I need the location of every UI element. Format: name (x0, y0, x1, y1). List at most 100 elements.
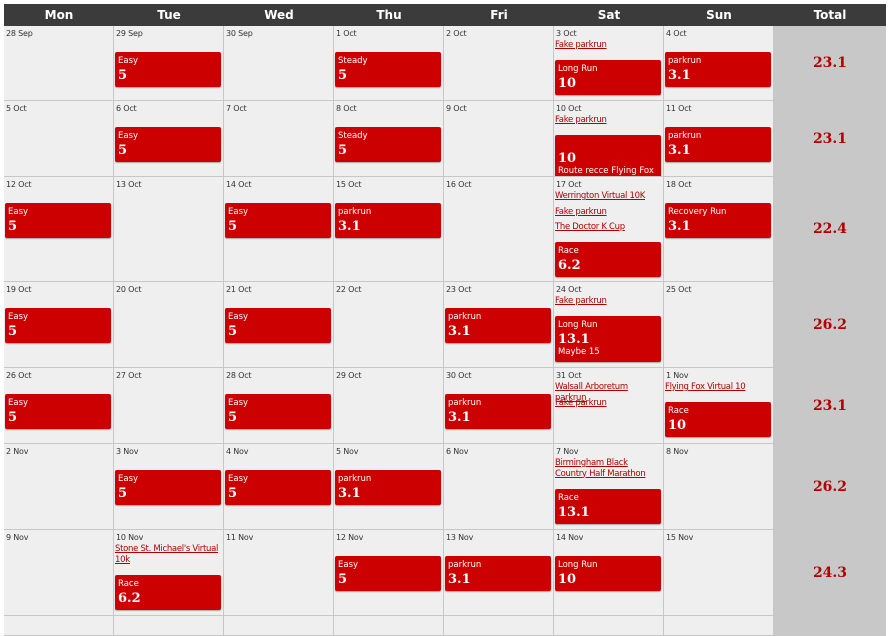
workout-card[interactable]: Easy 5 (115, 470, 221, 505)
day-cell[interactable]: 28 Sep (4, 26, 114, 100)
day-cell[interactable] (444, 616, 554, 635)
workout-card[interactable]: Long Run 13.1 Maybe 15 (555, 315, 661, 362)
day-cell[interactable]: 15 Nov (664, 530, 774, 615)
day-date: 7 Oct (226, 104, 247, 113)
workout-card[interactable]: Recovery Run 3.1 (665, 203, 771, 238)
day-cell[interactable]: 13 Oct (114, 177, 224, 281)
race-link[interactable]: Fake parkrun (555, 296, 607, 306)
day-cell[interactable]: 13 Nov parkrun 3.1 (444, 530, 554, 615)
workout-card[interactable]: Easy 5 (225, 470, 331, 505)
workout-card[interactable]: Race 6.2 (115, 574, 221, 610)
day-cell[interactable]: 7 Oct (224, 101, 334, 176)
race-link[interactable]: Fake parkrun (555, 115, 607, 125)
day-cell[interactable] (114, 616, 224, 635)
workout-card[interactable]: Easy 5 (5, 308, 111, 343)
day-cell[interactable]: 9 Nov (4, 530, 114, 615)
workout-card[interactable]: parkrun 3.1 (335, 470, 441, 505)
day-cell[interactable]: 19 Oct Easy 5 (4, 282, 114, 367)
workout-card[interactable]: Race 10 (665, 401, 771, 437)
day-cell[interactable]: 28 Oct Easy 5 (224, 368, 334, 443)
workout-card[interactable]: parkrun 3.1 (665, 127, 771, 162)
race-link[interactable]: The Doctor K Cup (555, 222, 625, 232)
day-cell[interactable]: 7 Nov Birmingham Black Country Half Marat… (554, 444, 664, 529)
workout-distance: 3.1 (448, 410, 471, 425)
day-cell[interactable]: 29 Oct (334, 368, 444, 443)
day-cell[interactable]: 29 Sep Easy 5 (114, 26, 224, 100)
day-cell[interactable]: 10 Nov Stone St. Michael's Virtual 10k Rac… (114, 530, 224, 615)
workout-card[interactable]: parkrun 3.1 (335, 203, 441, 238)
workout-card[interactable]: Race 13.1 (555, 488, 661, 524)
workout-distance: 5 (228, 324, 238, 339)
day-cell[interactable]: 12 Nov Easy 5 (334, 530, 444, 615)
workout-card[interactable]: Easy 5 (115, 127, 221, 162)
day-cell[interactable] (4, 616, 114, 635)
day-cell[interactable] (224, 616, 334, 635)
day-cell[interactable] (664, 616, 774, 635)
workout-card[interactable]: Easy 5 (225, 308, 331, 343)
day-cell[interactable]: 24 Oct Fake parkrun Long Run 13.1 Maybe 15 (554, 282, 664, 367)
workout-card[interactable]: parkrun 3.1 (445, 308, 551, 343)
workout-card[interactable]: Easy 5 (5, 203, 111, 238)
day-cell[interactable]: 2 Nov (4, 444, 114, 529)
day-cell[interactable]: 16 Oct (444, 177, 554, 281)
day-cell[interactable] (334, 616, 444, 635)
day-cell[interactable]: 30 Oct parkrun 3.1 (444, 368, 554, 443)
day-cell[interactable]: 3 Nov Easy 5 (114, 444, 224, 529)
day-cell[interactable]: 5 Oct (4, 101, 114, 176)
day-cell[interactable]: 9 Oct (444, 101, 554, 176)
workout-card[interactable]: parkrun 3.1 (445, 394, 551, 429)
workout-card[interactable]: Easy 5 (5, 394, 111, 429)
workout-card[interactable]: Steady 5 (335, 52, 441, 87)
day-cell[interactable]: 1 Nov Flying Fox Virtual 10 Race 10 (664, 368, 774, 443)
day-cell[interactable]: 1 Oct Steady 5 (334, 26, 444, 100)
day-cell[interactable]: 31 Oct Walsall Arboretum parkrun Fake park… (554, 368, 664, 443)
workout-card[interactable]: Easy 5 (115, 52, 221, 87)
workout-card[interactable]: Easy 5 (225, 394, 331, 429)
day-cell[interactable]: 14 Oct Easy 5 (224, 177, 334, 281)
day-cell[interactable]: 8 Oct Steady 5 (334, 101, 444, 176)
day-cell[interactable]: 3 Oct Fake parkrun Long Run 10 (554, 26, 664, 100)
workout-card[interactable]: Easy 5 (335, 556, 441, 591)
day-cell[interactable]: 25 Oct (664, 282, 774, 367)
day-cell[interactable]: 5 Nov parkrun 3.1 (334, 444, 444, 529)
workout-card[interactable]: Long Run 10 (555, 59, 661, 95)
workout-card[interactable]: 10 Route recce Flying Fox (555, 134, 661, 176)
workout-card[interactable]: parkrun 3.1 (445, 556, 551, 591)
race-link[interactable]: Flying Fox Virtual 10 (665, 382, 746, 392)
day-cell[interactable]: 22 Oct (334, 282, 444, 367)
day-cell[interactable]: 23 Oct parkrun 3.1 (444, 282, 554, 367)
day-cell[interactable]: 11 Oct parkrun 3.1 (664, 101, 774, 176)
day-cell[interactable]: 10 Oct Fake parkrun 10 Route recce Flying F… (554, 101, 664, 176)
race-link[interactable]: Walsall Arboretum parkrun (555, 382, 628, 403)
race-link[interactable]: Fake parkrun (555, 40, 607, 50)
race-link[interactable]: Werrington Virtual 10K (555, 191, 646, 201)
workout-card[interactable]: Steady 5 (335, 127, 441, 162)
day-cell[interactable]: 8 Nov (664, 444, 774, 529)
day-cell[interactable]: 15 Oct parkrun 3.1 (334, 177, 444, 281)
day-cell[interactable]: 4 Oct parkrun 3.1 (664, 26, 774, 100)
workout-card[interactable]: parkrun 3.1 (665, 52, 771, 87)
race-link[interactable]: Birmingham Black Country Half Marathon (555, 458, 646, 479)
day-cell[interactable]: 26 Oct Easy 5 (4, 368, 114, 443)
day-cell[interactable]: 20 Oct (114, 282, 224, 367)
race-link[interactable]: Fake parkrun (555, 206, 607, 217)
day-cell[interactable]: 17 Oct Werrington Virtual 10K Fake parkrun… (554, 177, 664, 281)
day-cell[interactable]: 11 Nov (224, 530, 334, 615)
day-cell[interactable]: 6 Oct Easy 5 (114, 101, 224, 176)
workout-card[interactable]: Long Run 10 (555, 556, 661, 591)
day-cell[interactable]: 2 Oct (444, 26, 554, 100)
day-cell[interactable]: 4 Nov Easy 5 (224, 444, 334, 529)
day-cell[interactable]: 18 Oct Recovery Run 3.1 (664, 177, 774, 281)
day-cell[interactable]: 30 Sep (224, 26, 334, 100)
day-cell[interactable]: 21 Oct Easy 5 (224, 282, 334, 367)
workout-title: Easy (228, 474, 249, 484)
race-link[interactable]: Stone St. Michael's Virtual 10k (115, 544, 219, 565)
day-cell[interactable]: 12 Oct Easy 5 (4, 177, 114, 281)
day-cell[interactable]: 14 Nov Long Run 10 (554, 530, 664, 615)
day-cell[interactable]: 6 Nov (444, 444, 554, 529)
day-cell[interactable] (554, 616, 664, 635)
workout-card[interactable]: Easy 5 (225, 203, 331, 238)
workout-card[interactable]: Race 6.2 (555, 241, 661, 277)
race-link[interactable]: Fake parkrun (555, 397, 607, 408)
day-cell[interactable]: 27 Oct (114, 368, 224, 443)
